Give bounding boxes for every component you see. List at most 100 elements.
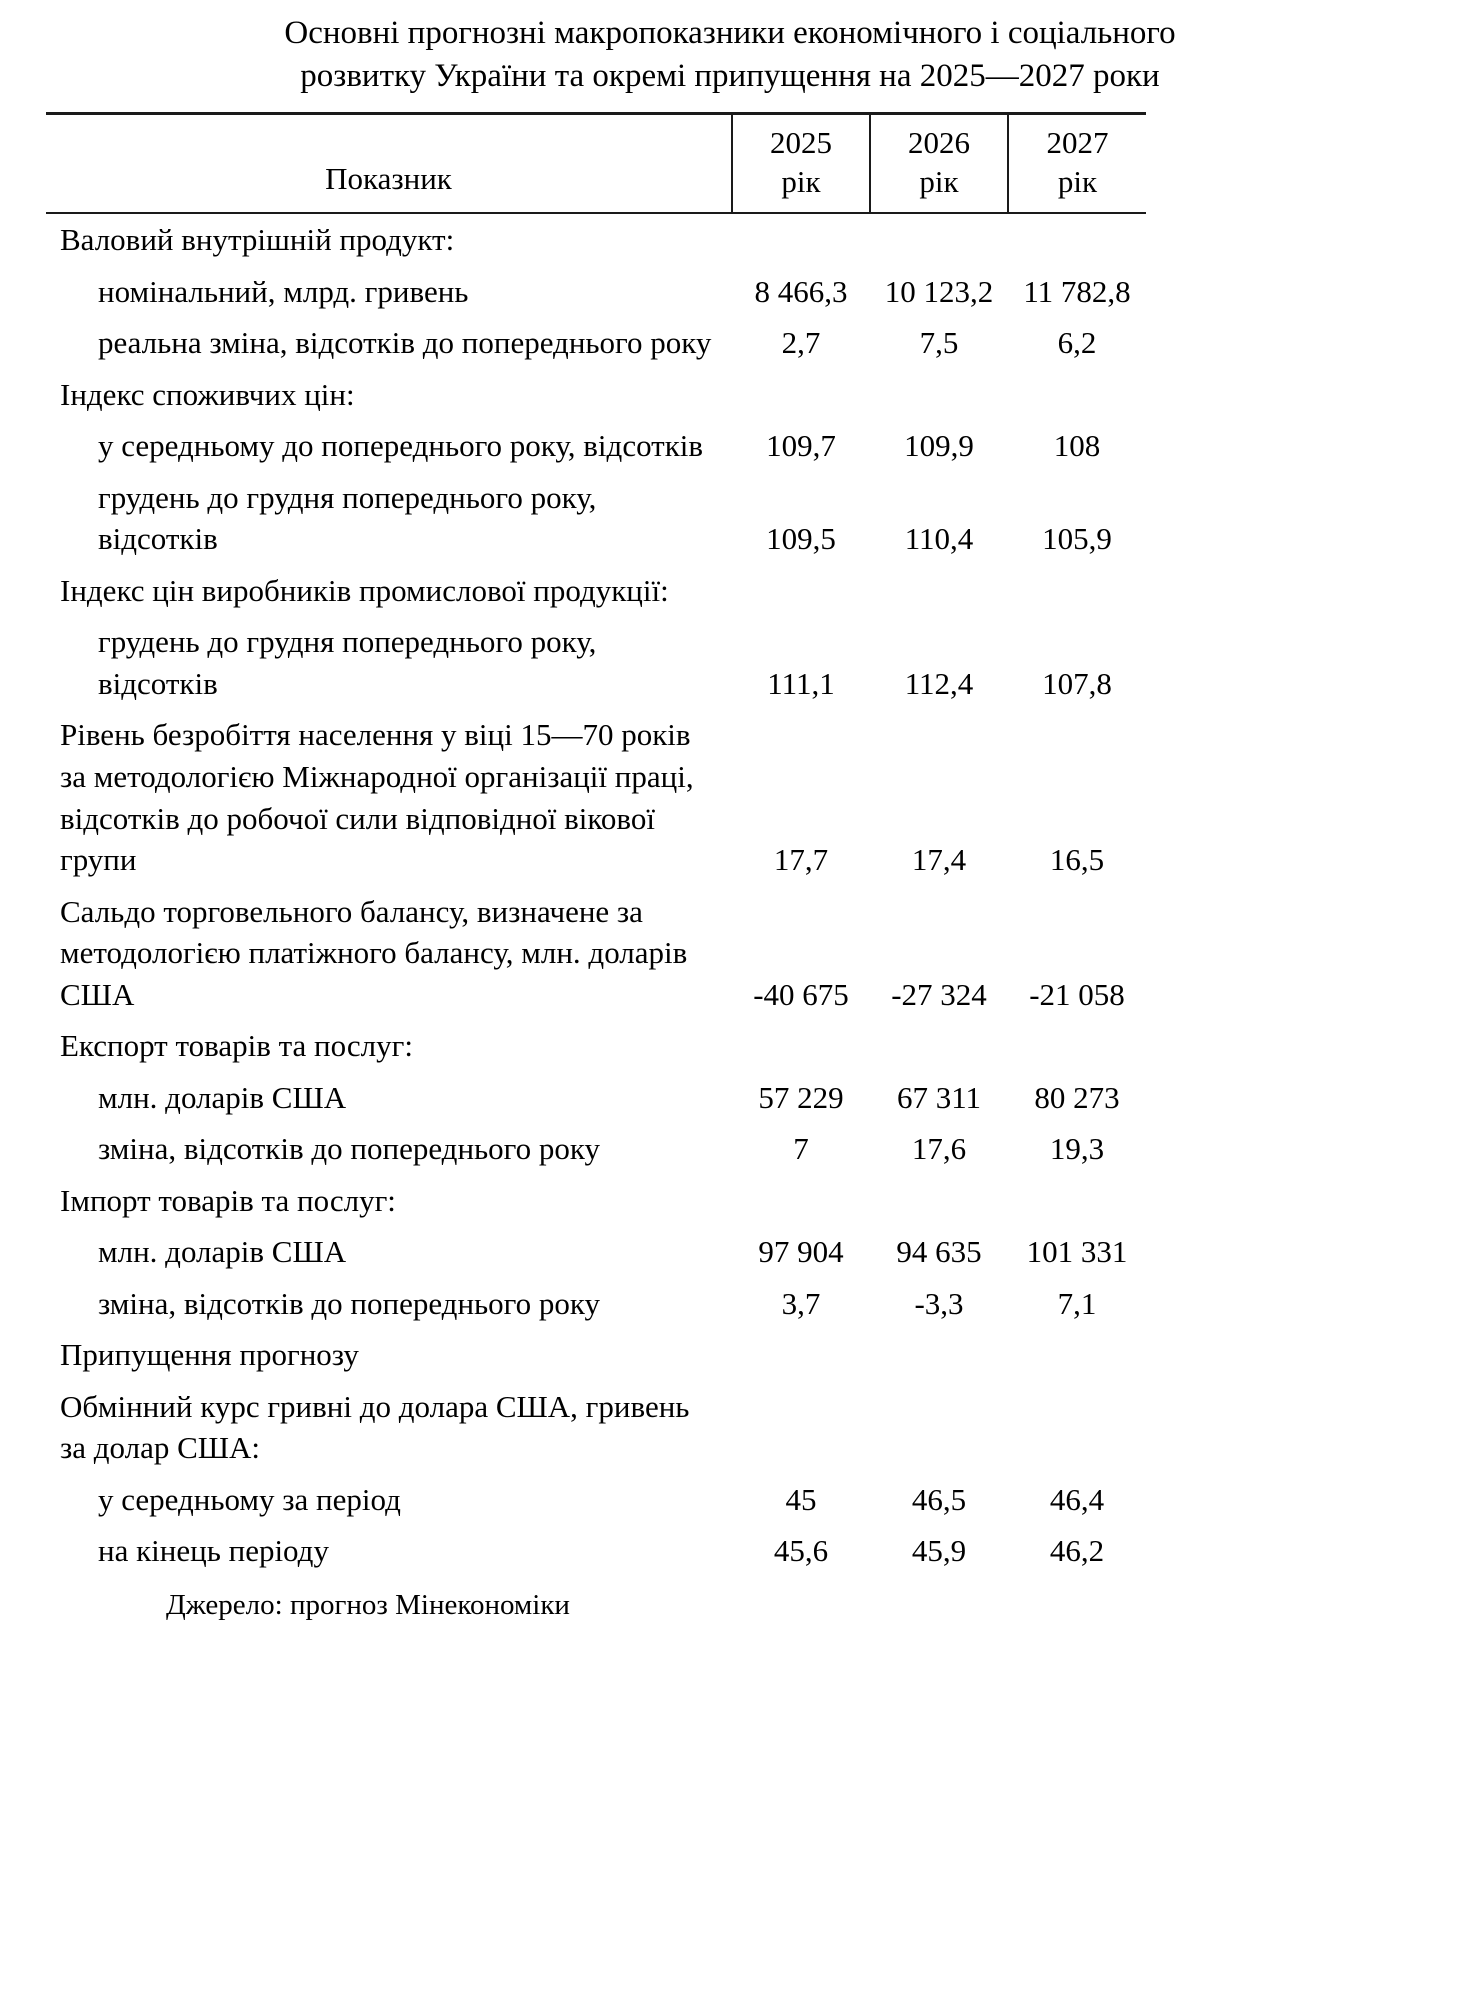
row-value-2025 <box>732 213 870 266</box>
column-header-2025: 2025 рік <box>731 111 870 215</box>
row-value-2026 <box>870 1381 1008 1474</box>
row-value-2026: 17,4 <box>911 842 967 878</box>
row-value-2026: 94 635 <box>896 1234 982 1270</box>
table-row: зміна, відсотків до попереднього року 3,7… <box>46 1278 1146 1330</box>
row-value-2026: 109,9 <box>904 428 974 464</box>
row-value-2026: 46,5 <box>911 1481 967 1517</box>
row-value-2026: 45,9 <box>911 1533 967 1569</box>
row-label: номінальний, млрд. гривень <box>98 273 469 309</box>
row-value-2027: 46,4 <box>1049 1481 1105 1517</box>
page-title-line-2: розвитку України та окремі припущення на… <box>300 57 1160 94</box>
row-value-2027: 46,2 <box>1049 1533 1105 1569</box>
table-header-row: Показник 2025 рік 2026 рік 2027 рік <box>46 111 1146 215</box>
row-value-2026: 7,5 <box>919 325 959 361</box>
row-value-2026: 10 123,2 <box>884 273 994 309</box>
row-value-2025: -40 675 <box>753 976 849 1012</box>
row-value-2026 <box>870 213 1008 266</box>
row-label: грудень до грудня попереднього року, від… <box>98 479 597 557</box>
row-label: на кінець періоду <box>98 1533 329 1569</box>
table-row: Припущення прогнозу <box>46 1329 1146 1381</box>
row-value-2025: 97 904 <box>758 1234 844 1270</box>
row-value-2027: 7,1 <box>1057 1285 1097 1321</box>
table-row: зміна, відсотків до попереднього року 7 17… <box>46 1123 1146 1175</box>
row-value-2025 <box>732 1175 870 1227</box>
row-value-2025: 17,7 <box>773 842 829 878</box>
row-value-2025 <box>732 1381 870 1474</box>
row-value-2027 <box>1008 1381 1146 1474</box>
column-header-2025-year: 2025 <box>770 124 832 160</box>
row-value-2027 <box>1008 1020 1146 1072</box>
row-value-2027: 80 273 <box>1034 1079 1120 1115</box>
row-value-2026 <box>870 369 1008 421</box>
row-value-2027 <box>1008 565 1146 617</box>
row-value-2027: -21 058 <box>1029 976 1125 1012</box>
row-value-2025: 111,1 <box>767 665 835 701</box>
table-row: номінальний, млрд. гривень 8 466,3 10 123,… <box>46 266 1146 318</box>
row-label: зміна, відсотків до попереднього року <box>98 1131 600 1167</box>
table-row: Сальдо торговельного балансу, визначене … <box>46 886 1146 1021</box>
row-value-2027 <box>1008 213 1146 266</box>
column-header-2026-year: 2026 <box>908 124 970 160</box>
row-value-2025 <box>732 1329 870 1381</box>
table-header: Показник 2025 рік 2026 рік 2027 рік <box>46 111 1146 215</box>
row-value-2026 <box>870 1020 1008 1072</box>
table-body: Валовий внутрішній продукт: номінальний, … <box>46 213 1146 1577</box>
row-value-2025: 109,5 <box>766 521 836 557</box>
column-header-2026: 2026 рік <box>869 111 1008 215</box>
table-row: у середньому до попереднього року, відсо… <box>46 420 1146 472</box>
row-label: Експорт товарів та послуг: <box>60 1028 413 1064</box>
row-value-2025: 2,7 <box>781 325 821 361</box>
row-label: Індекс споживчих цін: <box>60 376 355 412</box>
table-row: реальна зміна, відсотків до попереднього… <box>46 317 1146 369</box>
column-header-2026-unit: рік <box>919 164 959 200</box>
row-value-2027: 105,9 <box>1042 521 1112 557</box>
row-value-2026: 110,4 <box>904 521 974 557</box>
row-value-2026: 112,4 <box>904 665 974 701</box>
table-row: Рівень безробіття населення у віці 15—70… <box>46 709 1146 885</box>
row-value-2025: 3,7 <box>781 1285 821 1321</box>
row-value-2027 <box>1008 369 1146 421</box>
page-title: Основні прогнозні макропоказники економі… <box>0 0 1480 98</box>
row-value-2027: 108 <box>1053 428 1101 464</box>
row-label: Імпорт товарів та послуг: <box>60 1182 396 1218</box>
row-value-2026: -3,3 <box>914 1285 964 1321</box>
row-label: грудень до грудня попереднього року, від… <box>98 624 597 701</box>
row-value-2025 <box>732 565 870 617</box>
row-value-2027: 6,2 <box>1057 325 1097 361</box>
column-header-indicator: Показник <box>46 111 732 215</box>
row-value-2025: 8 466,3 <box>754 273 848 309</box>
row-value-2027: 16,5 <box>1049 842 1105 878</box>
row-value-2025 <box>732 369 870 421</box>
row-label: у середньому до попереднього року, відсо… <box>98 428 704 464</box>
macro-forecast-table-wrapper: Показник 2025 рік 2026 рік 2027 рік Вало <box>46 111 1434 1625</box>
macro-forecast-table: Показник 2025 рік 2026 рік 2027 рік Вало <box>46 111 1146 1577</box>
row-value-2026: 17,6 <box>911 1131 967 1167</box>
table-row: грудень до грудня попереднього року, від… <box>46 472 1146 565</box>
row-label: Припущення прогнозу <box>60 1337 359 1373</box>
table-row: Індекс цін виробників промислової продук… <box>46 565 1146 617</box>
table-row: Експорт товарів та послуг: <box>46 1020 1146 1072</box>
row-label: млн. доларів США <box>98 1234 347 1270</box>
row-value-2025: 45,6 <box>773 1533 829 1569</box>
row-value-2026 <box>870 565 1008 617</box>
table-row: на кінець періоду 45,6 45,9 46,2 <box>46 1525 1146 1577</box>
row-value-2025: 7 <box>793 1131 809 1167</box>
table-row: млн. доларів США 97 904 94 635 101 331 <box>46 1226 1146 1278</box>
table-row: Валовий внутрішній продукт: <box>46 213 1146 266</box>
row-label: реальна зміна, відсотків до попереднього… <box>98 325 712 361</box>
row-label: млн. доларів США <box>98 1079 347 1115</box>
column-header-2027-unit: рік <box>1057 164 1098 200</box>
row-value-2027: 101 331 <box>1026 1234 1128 1270</box>
source-note: Джерело: прогноз Мінекономіки <box>166 1589 570 1621</box>
row-value-2026 <box>870 1329 1008 1381</box>
table-row: Імпорт товарів та послуг: <box>46 1175 1146 1227</box>
row-label: Валовий внутрішній продукт: <box>60 222 455 258</box>
table-row: Індекс споживчих цін: <box>46 369 1146 421</box>
row-value-2025: 57 229 <box>758 1079 844 1115</box>
row-value-2027 <box>1008 1175 1146 1227</box>
row-value-2026: -27 324 <box>891 976 987 1012</box>
row-value-2027: 11 782,8 <box>1023 273 1131 309</box>
row-label: у середньому за період <box>98 1481 401 1517</box>
row-value-2027: 19,3 <box>1049 1131 1105 1167</box>
